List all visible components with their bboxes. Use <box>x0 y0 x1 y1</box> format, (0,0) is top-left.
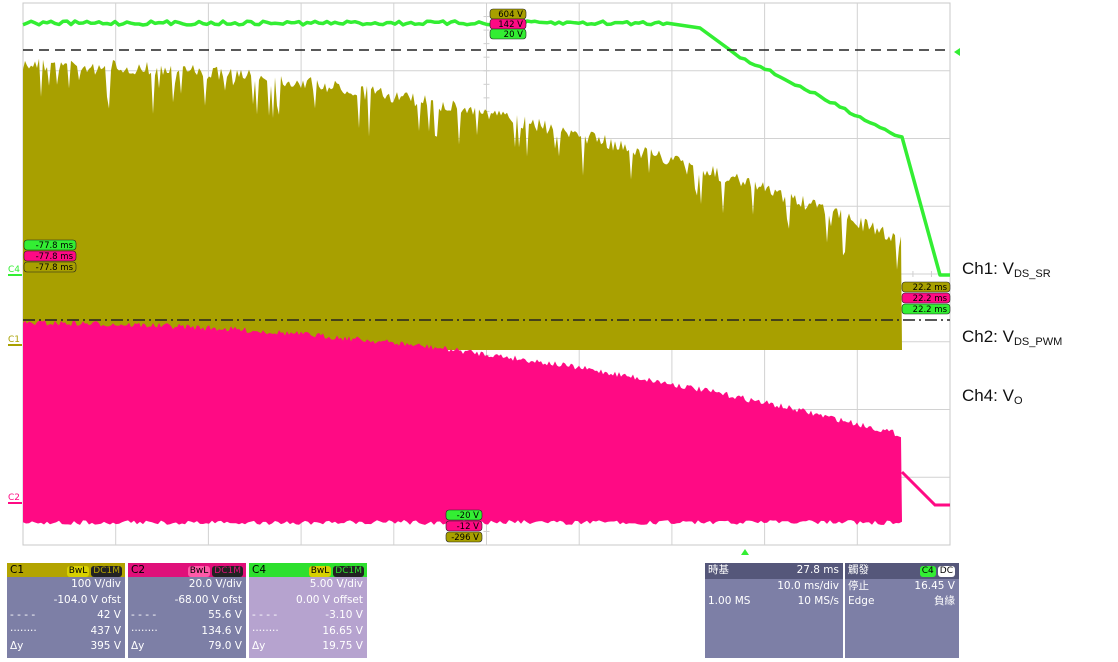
offset-value: -68.00 V ofst <box>174 593 242 606</box>
cursor2-value: 437 V <box>90 624 121 637</box>
timebase-label: 時基 <box>708 564 729 576</box>
left-time-marker: -77.8 ms <box>36 263 74 273</box>
delta-y-label: Δy <box>252 640 266 652</box>
bottom-value-marker: -20 V <box>457 511 480 521</box>
volts-per-div: 5.00 V/div <box>309 578 363 590</box>
right-time-marker-bg <box>901 292 951 304</box>
cursor2-value: 134.6 V <box>201 624 242 637</box>
ch4-legend-label: Ch4: VO <box>962 386 1023 407</box>
trigger-type: Edge <box>848 595 875 607</box>
left-time-marker: -77.8 ms <box>36 241 74 251</box>
delta-y-value: 395 V <box>90 640 121 652</box>
trigger-mode: 停止 <box>848 579 869 592</box>
trigger-panel[interactable]: 觸發 C4 DC 停止 16.45 V Edge 負緣 <box>845 563 959 658</box>
waveform-traces <box>22 19 950 525</box>
ch2-legend-label: Ch2: VDS_PWM <box>962 327 1063 348</box>
channel-name: C4 <box>252 564 267 576</box>
trigger-coupling: DC <box>937 566 955 577</box>
volts-per-div: 20.0 V/div <box>188 578 242 590</box>
trace-label-c4: C4 <box>8 265 20 275</box>
left-time-marker: -77.8 ms <box>36 252 74 262</box>
coupling-tag: DC1M <box>91 566 122 577</box>
cursor1-line-icon: - - - - <box>10 609 36 621</box>
ch2-tail-trace <box>900 470 950 507</box>
cursor1-value: -3.10 V <box>325 609 363 621</box>
cursor2-value: 16.65 V <box>322 624 363 637</box>
ch1-waveform <box>23 58 902 351</box>
timebase-rate: 10 MS/s <box>797 595 839 607</box>
trigger-level-arrow-icon <box>954 48 960 56</box>
bottom-value-marker-bg <box>445 520 483 532</box>
ch4-waveform <box>22 19 950 277</box>
cursor1-value: 55.6 V <box>208 609 242 621</box>
left-time-marker-bg <box>23 250 77 262</box>
timebase-samples: 1.00 MS <box>708 595 751 607</box>
timebase-panel[interactable]: 時基 27.8 ms 10.0 ms/div 1.00 MS 10 MS/s <box>705 563 843 658</box>
delta-y-label: Δy <box>10 640 24 652</box>
channel-name: C1 <box>10 564 25 576</box>
volts-per-div: 100 V/div <box>71 578 121 590</box>
top-value-marker: 20 V <box>504 30 524 40</box>
trace-label-c2: C2 <box>8 493 20 503</box>
trigger-label: 觸發 <box>848 564 869 576</box>
trigger-source: C4 <box>919 566 936 577</box>
cursor2-line-icon: ········ <box>131 624 158 637</box>
cursor2-line-icon: ········ <box>10 624 37 637</box>
offset-value: 0.00 V offset <box>296 593 363 606</box>
right-time-marker-bg <box>901 303 951 315</box>
cursor1-line-icon: - - - - <box>131 609 157 621</box>
trace-label-c1: C1 <box>8 335 20 345</box>
cursor1-value: 42 V <box>97 609 121 621</box>
top-value-marker: 142 V <box>498 20 523 30</box>
top-value-marker-bg <box>489 28 527 40</box>
bottom-value-marker-bg <box>445 509 483 521</box>
bottom-value-marker-bg <box>445 531 483 543</box>
left-time-marker-bg <box>23 261 77 273</box>
right-time-marker-bg <box>901 281 951 293</box>
trigger-slope: 負緣 <box>934 595 955 607</box>
channel-panel-c1[interactable]: C1 BwL DC1M 100 V/div -104.0 V ofst - - - - 42… <box>7 563 125 658</box>
right-time-marker: 22.2 ms <box>913 294 948 304</box>
timebase-div: 10.0 ms/div <box>777 579 839 592</box>
cursor2-line-icon: ········ <box>252 624 279 637</box>
ch2-waveform <box>23 320 902 525</box>
trigger-level: 16.45 V <box>914 579 955 592</box>
right-time-marker: 22.2 ms <box>913 305 948 315</box>
delta-y-value: 79.0 V <box>208 640 242 652</box>
delta-y-label: Δy <box>131 640 145 652</box>
channel-panel-c2[interactable]: C2 BwL DC1M 20.0 V/div -68.00 V ofst - - - - 5… <box>128 563 246 658</box>
trigger-position-arrow-icon <box>741 549 749 555</box>
bottom-value-marker: -12 V <box>457 522 480 532</box>
delta-y-value: 19.75 V <box>322 640 363 652</box>
ch1-legend-label: Ch1: VDS_SR <box>962 259 1051 280</box>
coupling-tag: DC1M <box>333 566 364 577</box>
bwl-tag: BwL <box>66 566 90 577</box>
channel-name: C2 <box>131 564 146 576</box>
offset-value: -104.0 V ofst <box>53 593 121 606</box>
bottom-value-marker: -296 V <box>451 533 479 543</box>
bwl-tag: BwL <box>187 566 211 577</box>
right-time-marker: 22.2 ms <box>913 283 948 293</box>
channel-panel-c4[interactable]: C4 BwL DC1M 5.00 V/div 0.00 V offset - - - - -… <box>249 563 367 658</box>
top-value-marker: 604 V <box>498 10 523 20</box>
bwl-tag: BwL <box>308 566 332 577</box>
cursor1-line-icon: - - - - <box>252 609 278 621</box>
left-time-marker-bg <box>23 239 77 251</box>
timebase-position: 27.8 ms <box>796 564 839 576</box>
coupling-tag: DC1M <box>212 566 243 577</box>
